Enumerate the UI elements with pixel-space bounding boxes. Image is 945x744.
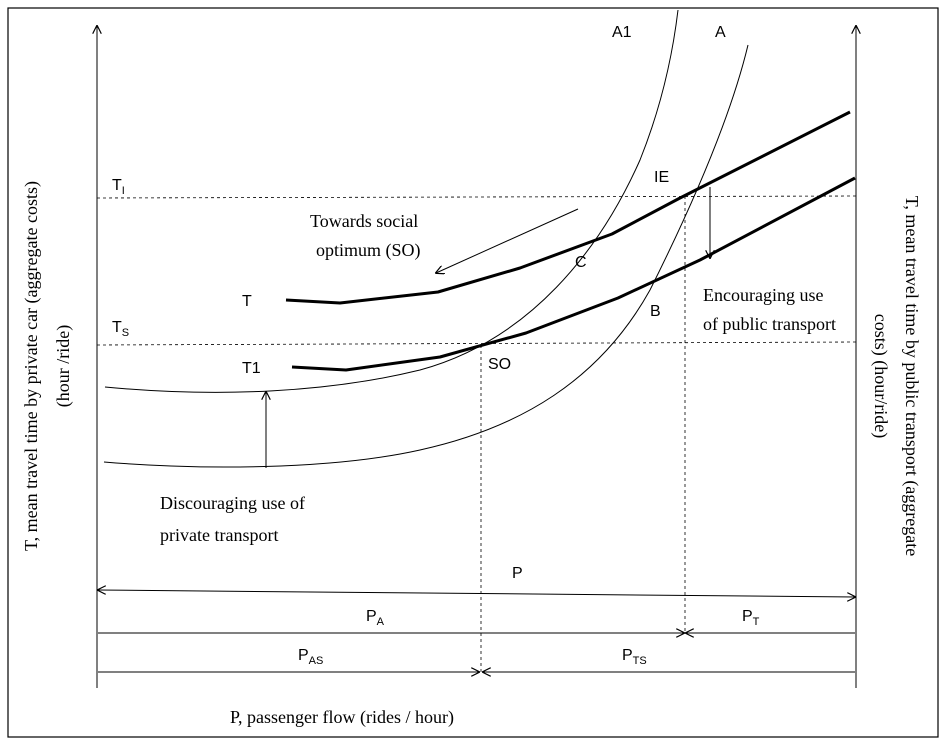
left-axis-label-line2: (hour /ride) [53, 325, 74, 407]
label-p: P [512, 565, 523, 582]
curve-t1 [291, 176, 856, 372]
towards-so-arrow [436, 208, 579, 273]
label-c: C [575, 254, 587, 271]
ts-level-line [96, 341, 857, 346]
label-pa: PA [366, 608, 385, 628]
label-a: A [715, 24, 726, 41]
right-axis-label-line2: costs) (hour/ride) [870, 314, 891, 438]
label-pas: PAS [298, 647, 323, 667]
diagram-frame [7, 7, 939, 738]
label-so: SO [488, 356, 511, 373]
curve-a1 [104, 9, 679, 393]
label-a1: A1 [612, 24, 632, 41]
right-axis-label-line1: T, mean travel time by public transport … [901, 196, 922, 557]
ti-level-line [96, 195, 857, 199]
p-dimension-line [98, 590, 855, 597]
towards-so-text-line2: optimum (SO) [316, 240, 421, 261]
bottom-axis-label: P, passenger flow (rides / hour) [230, 707, 454, 728]
label-ie: IE [654, 169, 669, 186]
label-ts: TS [112, 319, 129, 339]
curve-t [285, 110, 851, 305]
discouraging-text-line2: private transport [160, 525, 278, 545]
label-t: T [242, 293, 252, 310]
label-ti: TI [112, 177, 125, 197]
encouraging-text-line1: Encouraging use [703, 285, 823, 305]
label-pt: PT [742, 608, 760, 628]
towards-so-text-line1: Towards social [310, 211, 418, 231]
left-axis-label-line1: T, mean travel time by private car (aggr… [21, 181, 42, 551]
curve-a [103, 44, 749, 468]
encouraging-text-line2: of public transport [703, 314, 836, 334]
discouraging-text-line1: Discouraging use of [160, 493, 305, 513]
label-t1: T1 [242, 360, 261, 377]
label-pts: PTS [622, 647, 647, 667]
label-b: B [650, 303, 661, 320]
